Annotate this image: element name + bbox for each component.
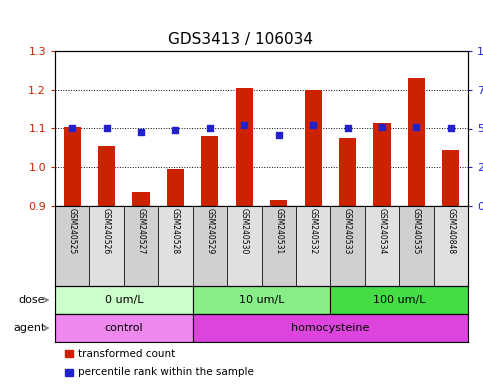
Bar <box>158 206 193 286</box>
Point <box>137 129 145 135</box>
Bar <box>98 146 115 206</box>
Bar <box>227 206 261 286</box>
Bar <box>64 127 81 206</box>
Bar <box>339 138 356 206</box>
Point <box>275 132 283 138</box>
Text: GSM240526: GSM240526 <box>102 209 111 255</box>
Bar <box>296 206 330 286</box>
Text: agent: agent <box>13 323 45 333</box>
Point <box>171 127 179 133</box>
Bar <box>304 90 322 206</box>
Bar <box>132 192 150 206</box>
Bar <box>330 286 468 314</box>
Text: GSM240532: GSM240532 <box>309 209 318 255</box>
Bar <box>408 78 425 206</box>
Text: 100 um/L: 100 um/L <box>373 295 426 305</box>
Point <box>206 126 214 132</box>
Bar <box>365 206 399 286</box>
Bar <box>201 136 218 206</box>
Bar <box>330 206 365 286</box>
Text: dose: dose <box>19 295 45 305</box>
Text: GSM240531: GSM240531 <box>274 209 283 255</box>
Bar <box>55 286 193 314</box>
Text: percentile rank within the sample: percentile rank within the sample <box>78 367 254 377</box>
Bar <box>270 200 287 206</box>
Bar <box>373 122 391 206</box>
Point <box>68 126 76 132</box>
Bar <box>442 150 459 206</box>
Bar <box>434 206 468 286</box>
Text: GSM240533: GSM240533 <box>343 209 352 255</box>
Text: 0 um/L: 0 um/L <box>105 295 143 305</box>
Text: homocysteine: homocysteine <box>291 323 369 333</box>
Point <box>447 126 455 132</box>
Text: GSM240527: GSM240527 <box>137 209 145 255</box>
Bar <box>167 169 184 206</box>
Text: GSM240848: GSM240848 <box>446 209 455 255</box>
Text: GSM240528: GSM240528 <box>171 209 180 255</box>
Text: transformed count: transformed count <box>78 349 175 359</box>
Bar <box>124 206 158 286</box>
Point <box>241 122 248 129</box>
Bar <box>261 206 296 286</box>
Point <box>344 126 352 132</box>
Bar <box>399 206 434 286</box>
Text: GSM240535: GSM240535 <box>412 209 421 255</box>
Bar <box>193 206 227 286</box>
Point <box>309 122 317 129</box>
Text: GDS3413 / 106034: GDS3413 / 106034 <box>169 32 313 47</box>
Text: GSM240529: GSM240529 <box>205 209 214 255</box>
Bar <box>65 350 73 357</box>
Text: 10 um/L: 10 um/L <box>239 295 284 305</box>
Bar <box>55 314 193 342</box>
Bar <box>89 206 124 286</box>
Text: GSM240525: GSM240525 <box>68 209 77 255</box>
Bar <box>55 206 89 286</box>
Text: GSM240530: GSM240530 <box>240 209 249 255</box>
Text: GSM240534: GSM240534 <box>377 209 386 255</box>
Point <box>103 126 111 132</box>
Point <box>378 124 386 130</box>
Bar <box>193 314 468 342</box>
Bar <box>236 88 253 206</box>
Bar <box>65 369 73 376</box>
Text: control: control <box>104 323 143 333</box>
Bar <box>193 286 330 314</box>
Point <box>412 124 420 130</box>
